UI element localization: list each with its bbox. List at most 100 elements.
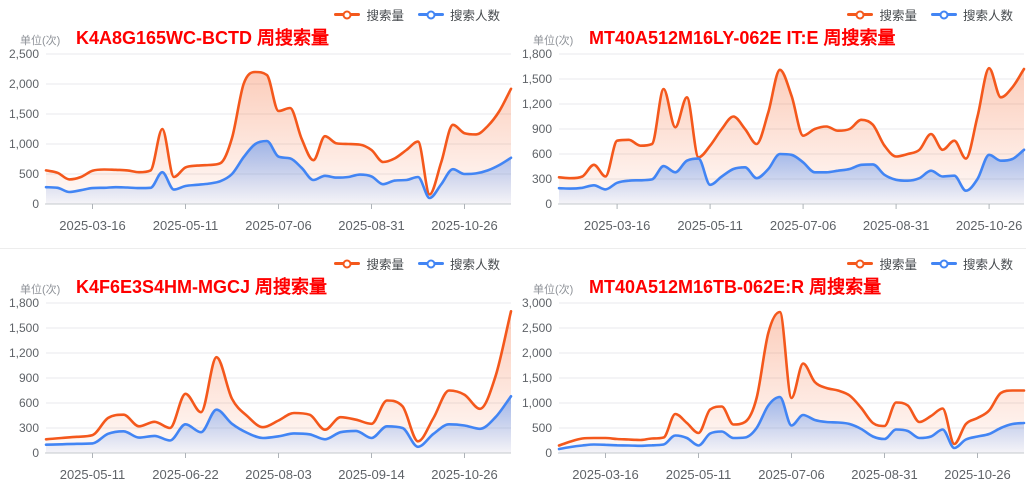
y-axis-tick-label: 500 bbox=[532, 421, 552, 435]
y-axis-tick-label: 300 bbox=[19, 421, 39, 435]
y-axis-tick-label: 0 bbox=[545, 446, 552, 460]
searchers-line bbox=[44, 139, 513, 200]
x-axis-tick-label: 2025-06-22 bbox=[152, 467, 219, 482]
x-axis-tick-label: 2025-08-31 bbox=[863, 218, 930, 233]
x-axis-tick-label: 2025-10-26 bbox=[431, 467, 498, 482]
x-axis-tick-label: 2025-07-06 bbox=[245, 218, 312, 233]
search-volume-area bbox=[559, 312, 1024, 453]
y-axis-unit-label: 单位(次) bbox=[20, 35, 61, 47]
y-axis-tick-label: 900 bbox=[19, 371, 39, 385]
searchers-line-marker-icon bbox=[930, 262, 957, 265]
y-axis-tick-label: 1,000 bbox=[522, 396, 552, 410]
legend-label: 搜索量 bbox=[879, 258, 917, 272]
chart-canvas-mt40a512m16ly[interactable]: 0 300 600 900 1,200 1,500 1,800 2025-03-16 2025-… bbox=[513, 0, 1026, 247]
y-axis-tick-label: 1,500 bbox=[522, 72, 552, 86]
y-axis-tick-label: 1,500 bbox=[9, 107, 39, 121]
x-axis-tick-label: 2025-03-16 bbox=[572, 467, 639, 482]
chart-legend: 搜索量 搜索人数 bbox=[847, 5, 1013, 24]
searchers-area bbox=[46, 141, 511, 204]
x-axis-tick-label: 2025-05-11 bbox=[666, 467, 732, 482]
search-volume-line-marker-icon bbox=[334, 262, 361, 265]
legend-item-searchers[interactable]: 搜索人数 bbox=[417, 254, 500, 273]
chart-legend: 搜索量 搜索人数 bbox=[334, 5, 500, 24]
x-axis-tick-label: 2025-08-03 bbox=[245, 467, 312, 482]
search-volume-line bbox=[557, 66, 1026, 180]
search-volume-line bbox=[44, 70, 513, 196]
legend-item-searchers[interactable]: 搜索人数 bbox=[930, 5, 1013, 24]
x-axis-tick-label: 2025-05-11 bbox=[677, 218, 743, 233]
y-axis-tick-label: 0 bbox=[32, 197, 39, 211]
x-axis-tick-label: 2025-07-06 bbox=[770, 218, 837, 233]
y-axis-tick-label: 600 bbox=[532, 147, 552, 161]
legend-item-searchers[interactable]: 搜索人数 bbox=[417, 5, 500, 24]
legend-item-search-volume[interactable]: 搜索量 bbox=[334, 5, 404, 24]
y-axis-tick-label: 1,500 bbox=[9, 321, 39, 335]
y-axis-tick-label: 1,200 bbox=[9, 346, 39, 360]
y-axis-tick-label: 1,500 bbox=[522, 371, 552, 385]
search-volume-line-marker-icon bbox=[847, 262, 874, 265]
legend-label: 搜索量 bbox=[366, 9, 404, 23]
chart-title: K4A8G165WC-BCTD 周搜索量 bbox=[76, 28, 330, 48]
legend-label: 搜索人数 bbox=[962, 258, 1013, 272]
y-axis-unit-label: 单位(次) bbox=[20, 284, 61, 296]
legend-item-search-volume[interactable]: 搜索量 bbox=[334, 254, 404, 273]
x-axis-tick-label: 2025-10-26 bbox=[944, 467, 1011, 482]
legend-label: 搜索人数 bbox=[449, 9, 500, 23]
y-axis-tick-label: 500 bbox=[19, 167, 39, 181]
y-axis-tick-label: 2,000 bbox=[9, 77, 39, 91]
chart-title: MT40A512M16TB-062E:R 周搜索量 bbox=[589, 277, 882, 297]
searchers-area bbox=[559, 397, 1024, 453]
legend-label: 搜索人数 bbox=[962, 9, 1013, 23]
legend-item-search-volume[interactable]: 搜索量 bbox=[847, 5, 917, 24]
chart-panel-k4a8g165wc: 0 500 1,000 1,500 2,000 2,500 2025-03-16 2025-0… bbox=[0, 0, 513, 248]
x-axis-tick-label: 2025-03-16 bbox=[59, 218, 126, 233]
x-axis-tick-label: 2025-10-26 bbox=[431, 218, 498, 233]
legend-item-searchers[interactable]: 搜索人数 bbox=[930, 254, 1013, 273]
search-volume-line-marker-icon bbox=[334, 13, 361, 16]
y-axis-tick-label: 0 bbox=[32, 446, 39, 460]
legend-label: 搜索量 bbox=[366, 258, 404, 272]
search-volume-line-marker-icon bbox=[847, 13, 874, 16]
searchers-line bbox=[557, 395, 1026, 451]
chart-canvas-k4f6e3s4hm[interactable]: 0 300 600 900 1,200 1,500 1,800 2025-05-11 2025-… bbox=[0, 249, 513, 495]
x-axis-tick-label: 2025-08-31 bbox=[851, 467, 918, 482]
y-axis-tick-label: 0 bbox=[545, 197, 552, 211]
chart-panel-mt40a512m16ly: 0 300 600 900 1,200 1,500 1,800 2025-03-16 2025-… bbox=[513, 0, 1026, 248]
search-volume-line bbox=[557, 310, 1026, 447]
search-volume-area bbox=[559, 68, 1024, 204]
chart-title: K4F6E3S4HM-MGCJ 周搜索量 bbox=[76, 277, 328, 297]
chart-legend: 搜索量 搜索人数 bbox=[334, 254, 500, 273]
searchers-line-marker-icon bbox=[417, 262, 444, 265]
search-volume-area bbox=[46, 311, 511, 453]
y-axis-tick-label: 1,200 bbox=[522, 97, 552, 111]
y-axis-tick-label: 3,000 bbox=[522, 296, 552, 310]
y-axis-tick-label: 2,500 bbox=[9, 47, 39, 61]
x-axis-tick-label: 2025-09-14 bbox=[338, 467, 405, 482]
search-volume-line bbox=[44, 310, 513, 443]
y-axis-tick-label: 1,800 bbox=[522, 47, 552, 61]
y-axis-tick-label: 2,000 bbox=[522, 346, 552, 360]
searchers-area bbox=[559, 149, 1024, 204]
x-axis-tick-label: 2025-05-11 bbox=[60, 467, 126, 482]
legend-label: 搜索量 bbox=[879, 9, 917, 23]
x-axis-tick-label: 2025-03-16 bbox=[584, 218, 651, 233]
y-axis-unit-label: 单位(次) bbox=[533, 284, 574, 296]
chart-legend: 搜索量 搜索人数 bbox=[847, 254, 1013, 273]
searchers-line bbox=[44, 395, 513, 449]
y-axis-tick-label: 600 bbox=[19, 396, 39, 410]
chart-panel-k4f6e3s4hm: 0 300 600 900 1,200 1,500 1,800 2025-05-11 2025-… bbox=[0, 248, 513, 495]
x-axis-tick-label: 2025-07-06 bbox=[758, 467, 825, 482]
chart-canvas-mt40a512m16tb[interactable]: 0 500 1,000 1,500 2,000 2,500 3,000 2025-03-16 2… bbox=[513, 249, 1026, 495]
legend-label: 搜索人数 bbox=[449, 258, 500, 272]
legend-item-search-volume[interactable]: 搜索量 bbox=[847, 254, 917, 273]
searchers-line-marker-icon bbox=[417, 13, 444, 16]
y-axis-tick-label: 1,800 bbox=[9, 296, 39, 310]
searchers-line-marker-icon bbox=[930, 13, 957, 16]
chart-title: MT40A512M16LY-062E IT:E 周搜索量 bbox=[589, 28, 896, 48]
chart-canvas-k4a8g165wc[interactable]: 0 500 1,000 1,500 2,000 2,500 2025-03-16 2025-0… bbox=[0, 0, 513, 247]
searchers-line bbox=[557, 148, 1026, 192]
y-axis-unit-label: 单位(次) bbox=[533, 35, 574, 47]
x-axis-tick-label: 2025-05-11 bbox=[153, 218, 219, 233]
y-axis-tick-label: 900 bbox=[532, 122, 552, 136]
